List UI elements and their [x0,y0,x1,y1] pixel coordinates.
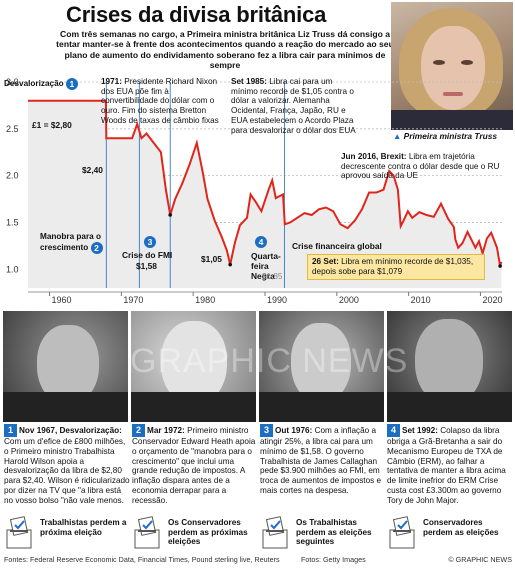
event-badge-2: 2 [90,241,103,254]
event-badge-4-wrap: 4 [255,236,267,248]
wilson-photo [3,311,128,422]
low-point [168,213,172,217]
truss-portrait [391,2,513,130]
ballot-box-icon [6,516,32,549]
outcome-1: Trabalhistas perdem a próxima eleição [4,516,130,552]
pound-240-label: $2,40 [82,165,103,175]
event-badge-3: 3 [144,236,156,248]
low-point [498,264,502,268]
footer-photos: Fotos: Getty Images [301,555,366,564]
pound-280-label: £1 = $2,80 [32,120,72,130]
x-tick-label: 2000 [339,295,359,305]
brexit-annotation: Jun 2016, Brexit: Libra em trajetória de… [341,152,500,181]
record-low-callout: 26 Set: Libra em mínimo recorde de $1,03… [307,254,485,280]
plaza-low-value: $1,05 [201,254,222,264]
y-tick-label: 1.0 [6,264,19,274]
y-tick-label: 2.5 [6,124,19,134]
page-title: Crises da divisa britânica [66,2,327,27]
portrait-caption: ▲ Primeira ministra Truss [393,131,498,141]
quarta-value: $1,85 [262,272,283,281]
column-number: 2 [132,424,145,437]
fmi-label: Crise do FMI [122,250,173,260]
x-tick-label: 1980 [195,295,215,305]
column-number: 3 [260,424,273,437]
fmi-value: $1,58 [136,261,157,271]
event-badge-3-wrap: 3 [139,236,161,248]
ballot-box-icon [262,516,288,549]
y-tick-label: 2.0 [6,171,19,181]
manobra-label: Manobra para o crescimento 2 [40,232,103,254]
event-badge-4: 4 [255,236,267,248]
x-tick-label: 1990 [267,295,287,305]
outcome-4: Conservadores perdem as eleições [387,516,513,552]
major-photo [387,311,512,422]
nixon-annotation: 1971: Presidente Richard Nixon dos EUA p… [101,77,219,125]
watermark: GRAPHIC NEWS [130,342,409,380]
outcome-text: Conservadores perdem as eleições [423,518,499,537]
column-number: 1 [4,424,17,437]
low-point [228,262,232,267]
x-tick-label: 1960 [52,295,72,305]
ballot-box-icon [389,516,415,549]
footer: Fontes: Federal Reserve Economic Data, F… [4,555,512,564]
outcome-3: Os Trabalhistas perdem as eleições segui… [260,516,386,552]
plaza-annotation: Set 1985: Libra cai para um mínimo recor… [231,77,356,135]
financial-crisis-label: Crise financeira global [292,241,382,251]
event-column-3: 3 Out 1976: Com a inflação a atingir 25%,… [260,424,382,495]
x-tick-label: 2010 [411,295,431,305]
event-column-1: 1 Nov 1967, Desvalorização: Com um d'efic… [4,424,130,505]
x-tick-label: 1970 [123,295,143,305]
heath-photo [131,311,256,422]
footer-sources: Fontes: Federal Reserve Economic Data, F… [4,555,280,564]
page-subtitle: Com três semanas no cargo, a Primeira mi… [56,29,394,71]
devaluation-label: Desvalorização 1 [4,78,78,90]
y-tick-label: 3.0 [6,77,19,87]
quarta-label: Quarta-feira Negra [251,251,281,281]
y-tick-label: 1.5 [6,217,19,227]
callaghan-photo [259,311,384,422]
footer-credit: © GRAPHIC NEWS [448,555,512,564]
x-tick-label: 2020 [482,295,502,305]
event-column-4: 4 Set 1992: Colapso da libra obriga a Grã… [387,424,506,505]
outcome-text: Os Trabalhistas perdem as eleições segui… [296,518,372,547]
gbp-usd-line [28,99,503,267]
event-column-2: 2 Mar 1972: Primeiro ministro Conservador… [132,424,256,505]
event-badge-1: 1 [65,78,78,90]
triangle-icon: ▲ [393,131,402,141]
outcome-text: Os Conservadores perdem as próximas elei… [168,518,248,547]
column-number: 4 [387,424,400,437]
outcome-text: Trabalhistas perdem a próxima eleição [40,518,127,537]
ballot-box-icon [134,516,160,549]
outcome-2: Os Conservadores perdem as próximas elei… [132,516,258,552]
